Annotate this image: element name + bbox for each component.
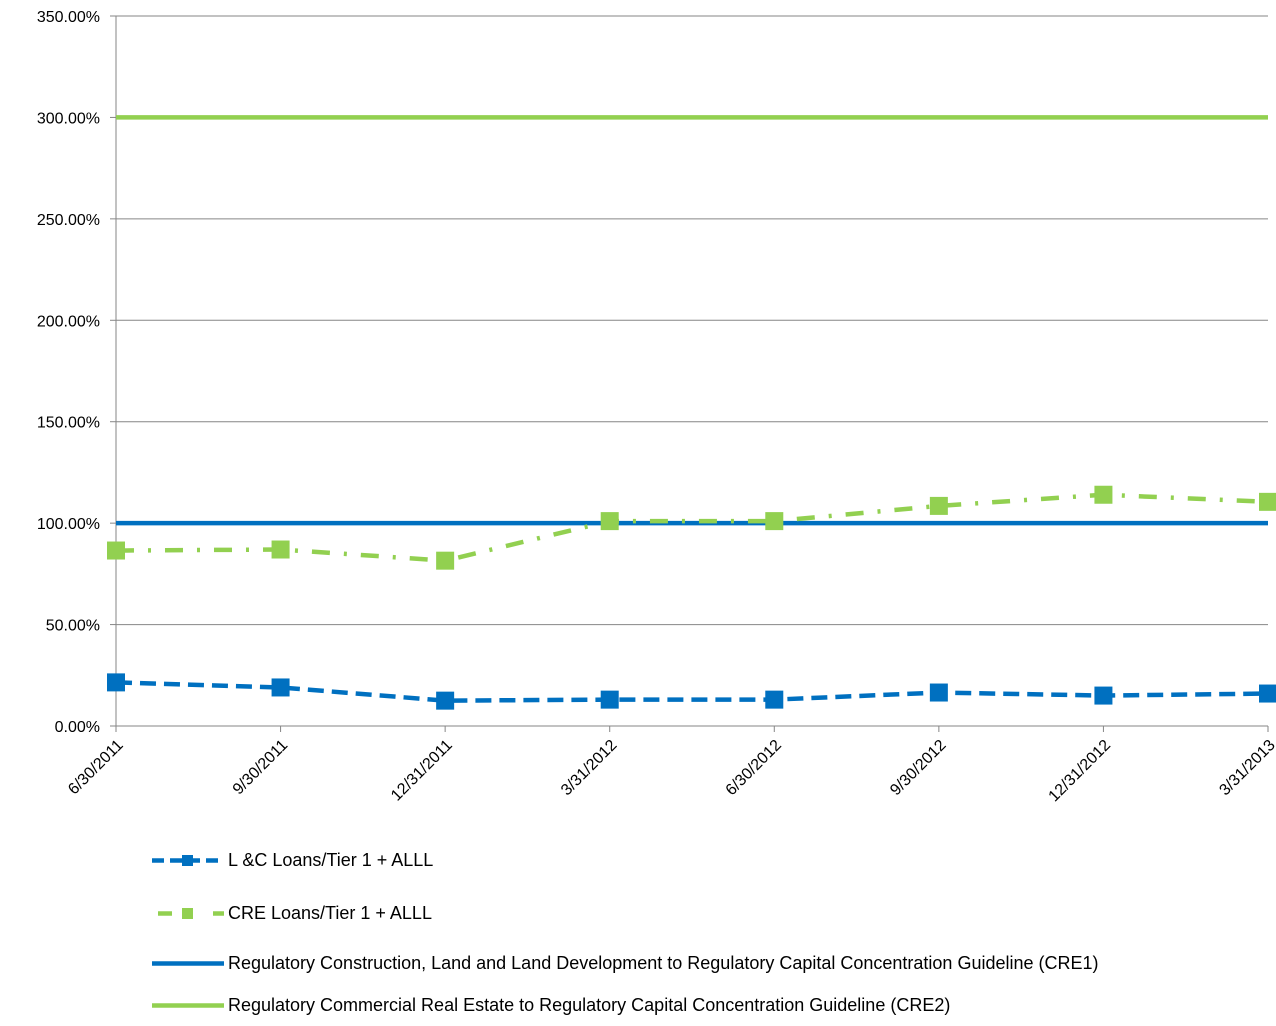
legend-item-lc-loans: L &C Loans/Tier 1 + ALLL xyxy=(150,850,1228,871)
legend-swatch-cre-loans xyxy=(152,908,224,919)
data-point xyxy=(107,541,125,560)
axes xyxy=(115,16,1268,727)
y-tick-label: 250.00% xyxy=(37,212,100,229)
legend-item-cre2-guideline: Regulatory Commercial Real Estate to Reg… xyxy=(150,995,1228,1016)
line-chart: 0.00% 50.00% 100.00% 150.00% 200.00% 250.00% 3… xyxy=(37,9,1276,805)
y-tick-label: 350.00% xyxy=(37,9,100,26)
y-axis-ticks: 0.00% 50.00% 100.00% 150.00% 200.00% 250.00% 3… xyxy=(37,9,116,736)
data-point xyxy=(107,673,125,692)
x-tick-label: 3/31/2013 xyxy=(1216,737,1276,799)
data-point xyxy=(1259,684,1276,703)
y-tick-label: 150.00% xyxy=(37,415,100,432)
y-tick-label: 200.00% xyxy=(37,313,100,330)
data-point xyxy=(1259,492,1276,511)
x-tick-label: 12/31/2011 xyxy=(388,737,456,805)
data-point xyxy=(436,551,455,570)
legend-swatch-marker xyxy=(182,908,193,919)
x-tick-label: 6/30/2011 xyxy=(65,737,127,799)
y-tick-label: 0.00% xyxy=(55,719,100,736)
data-point xyxy=(765,690,784,709)
x-tick-label: 12/31/2012 xyxy=(1046,737,1115,806)
data-point xyxy=(929,683,948,702)
legend-label-cre-loans: CRE Loans/Tier 1 + ALLL xyxy=(228,903,432,923)
data-point xyxy=(1094,485,1113,504)
data-point xyxy=(600,690,619,709)
data-point xyxy=(929,496,948,515)
series-1 xyxy=(107,485,1276,570)
data-point xyxy=(1094,686,1113,705)
series-0 xyxy=(107,673,1276,710)
legend-item-cre-loans: CRE Loans/Tier 1 + ALLL xyxy=(150,903,1228,924)
x-tick-label: 6/30/2012 xyxy=(723,737,785,799)
legend-swatch-lc-loans xyxy=(152,855,224,866)
legend-label-cre1-guideline: Regulatory Construction, Land and Land D… xyxy=(228,953,1099,973)
gridlines xyxy=(116,15,1268,626)
y-tick-label: 50.00% xyxy=(46,618,100,635)
x-tick-label: 9/30/2011 xyxy=(230,737,292,799)
series-layer xyxy=(107,115,1276,710)
legend-swatch-cre1-guideline xyxy=(152,961,224,966)
data-point xyxy=(271,540,290,559)
legend-label-cre2-guideline: Regulatory Commercial Real Estate to Reg… xyxy=(228,995,951,1015)
legend-swatch-cre2-guideline xyxy=(152,1003,224,1008)
legend-label-lc-loans: L &C Loans/Tier 1 + ALLL xyxy=(228,850,434,870)
legend-swatch-marker xyxy=(182,855,193,866)
y-tick-label: 100.00% xyxy=(37,516,100,533)
x-axis-ticks: 6/30/2011 9/30/2011 12/31/2011 3/31/2012 6/3… xyxy=(65,726,1276,805)
data-point xyxy=(600,512,619,531)
y-tick-label: 300.00% xyxy=(37,110,100,127)
x-tick-label: 9/30/2012 xyxy=(887,737,949,799)
x-tick-label: 3/31/2012 xyxy=(558,737,620,799)
data-point xyxy=(271,678,290,697)
series-line xyxy=(115,680,1269,703)
data-point xyxy=(436,691,455,710)
legend-item-cre1-guideline: Regulatory Construction, Land and Land D… xyxy=(150,953,1228,974)
data-point xyxy=(765,512,784,531)
